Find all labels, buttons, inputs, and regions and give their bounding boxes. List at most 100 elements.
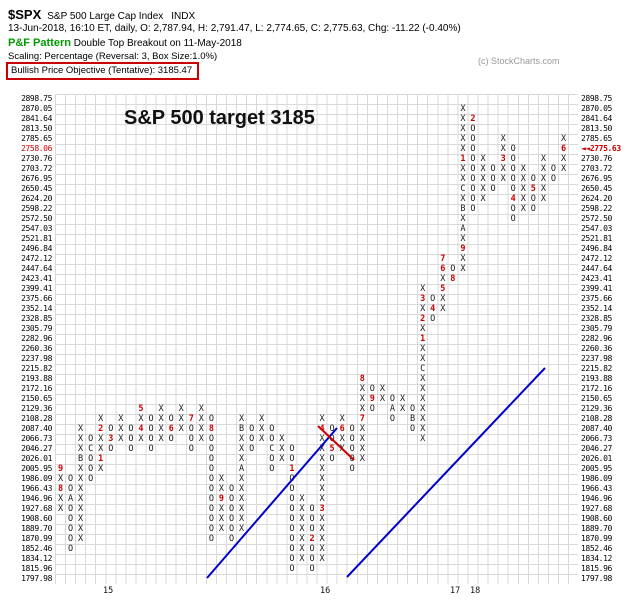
price-label: 2650.45 <box>21 184 52 193</box>
pnf-mark: O <box>470 124 476 134</box>
pnf-mark: O <box>470 194 476 204</box>
pnf-mark: X <box>57 474 64 484</box>
price-label: 2352.14 <box>21 304 52 313</box>
month-marker: 3 <box>500 154 506 164</box>
pnf-mark: X <box>57 494 64 504</box>
price-label: 1870.99 <box>21 534 52 543</box>
pnf-mark: X <box>78 444 84 454</box>
pnf-mark: O <box>148 424 154 434</box>
month-marker: 9 <box>57 464 64 474</box>
pnf-mark: O <box>510 164 516 174</box>
pnf-mark: O <box>470 174 476 184</box>
pnf-mark: X <box>460 104 466 114</box>
pnf-mark: O <box>88 454 94 464</box>
price-label: 2598.22 <box>581 204 612 213</box>
pnf-mark: O <box>470 134 476 144</box>
price-label: 2399.41 <box>21 284 52 293</box>
price-label: 2352.14 <box>581 304 612 313</box>
month-marker: 3 <box>420 294 426 304</box>
pnf-mark: X <box>560 134 567 144</box>
pnf-mark: X <box>198 424 204 434</box>
pnf-mark: A <box>460 224 466 234</box>
pnf-mark: X <box>520 164 526 174</box>
pnf-mark: O <box>108 424 114 434</box>
pnf-mark: X <box>460 194 466 204</box>
pnf-mark: X <box>158 414 164 424</box>
pnf-mark: O <box>510 184 516 194</box>
price-axis-right: 2898.75 2870.05 2841.64 2813.50 2785.65 ◄◄277… <box>581 94 639 584</box>
pnf-mark: X <box>520 194 526 204</box>
pnf-mark: X <box>520 204 526 214</box>
price-axis-left: 2898.75 2870.05 2841.64 2813.50 2785.65 2758.… <box>2 94 52 584</box>
pnf-mark: O <box>510 154 516 164</box>
pnf-mark: O <box>510 174 516 184</box>
price-label: 2703.72 <box>581 164 612 173</box>
pnf-mark: X <box>560 154 567 164</box>
pnf-mark: X <box>78 464 84 474</box>
pnf-mark: X <box>500 134 506 144</box>
pnf-mark: O <box>148 444 154 454</box>
pnf-mark: O <box>188 424 194 434</box>
price-label: 2624.20 <box>581 194 612 203</box>
pnf-mark: X <box>78 484 84 494</box>
price-label: 2237.98 <box>581 354 612 363</box>
price-label: 2423.41 <box>581 274 612 283</box>
pnf-mark: X <box>460 124 466 134</box>
price-label: 2026.01 <box>581 454 612 463</box>
pnf-mark: X <box>118 434 124 444</box>
chart-header-line: $SPX S&P 500 Large Cap Index INDX <box>8 7 195 22</box>
pnf-mark: O <box>470 164 476 174</box>
price-label: 2572.50 <box>581 214 612 223</box>
pnf-mark: X <box>480 184 486 194</box>
symbol: $SPX <box>8 7 42 22</box>
price-label: 2730.76 <box>21 154 52 163</box>
pnf-mark: X <box>198 414 204 424</box>
price-label: 1834.12 <box>21 554 52 563</box>
pnf-mark: X <box>158 424 164 434</box>
price-label: 2447.64 <box>581 264 612 273</box>
price-label: 2129.36 <box>21 404 52 413</box>
price-label: 2046.27 <box>581 444 612 453</box>
price-label: 2785.65 <box>21 134 52 143</box>
pnf-mark: X <box>560 164 567 174</box>
price-label: 2260.36 <box>581 344 612 353</box>
pnf-mark: X <box>178 404 184 414</box>
pnf-mark: X <box>540 154 546 164</box>
pnf-mark: O <box>67 474 74 484</box>
price-label: 2129.36 <box>581 404 612 413</box>
pnf-mark: O <box>88 434 94 444</box>
pnf-mark: A <box>67 494 74 504</box>
pnf-mark: X <box>259 414 265 424</box>
price-label: 2423.41 <box>21 274 52 283</box>
pnf-mark: C <box>460 184 466 194</box>
price-label: 1797.98 <box>581 574 612 583</box>
price-label: 1966.43 <box>581 484 612 493</box>
pnf-mark: X <box>460 234 466 244</box>
pattern-label: P&F Pattern <box>8 37 71 49</box>
pnf-mark: X <box>57 504 64 514</box>
pnf-mark: X <box>480 194 486 204</box>
pnf-mark: X <box>178 424 184 434</box>
pnf-mark: O <box>530 174 536 184</box>
price-label: 1908.60 <box>21 514 52 523</box>
pnf-mark: X <box>78 474 84 484</box>
pnf-mark: X <box>118 414 124 424</box>
price-label: 2193.88 <box>21 374 52 383</box>
objective-callout-box: Bullish Price Objective (Tentative): 318… <box>6 62 200 80</box>
pnf-mark: X <box>78 524 84 534</box>
pnf-mark: O <box>168 434 174 444</box>
price-label: 2676.95 <box>581 174 612 183</box>
pnf-mark: X <box>480 174 486 184</box>
pnf-mark: O <box>108 444 114 454</box>
year-label: 15 <box>103 586 114 596</box>
pnf-mark: O <box>550 174 556 184</box>
pnf-mark: O <box>430 294 436 304</box>
price-label: 1852.46 <box>21 544 52 553</box>
bullish-price-objective: Bullish Price Objective (Tentative): 318… <box>11 65 193 76</box>
pnf-mark: X <box>78 534 84 544</box>
pnf-mark: X <box>540 164 546 174</box>
price-label: 2375.66 <box>581 294 612 303</box>
price-label: 1852.46 <box>581 544 612 553</box>
price-label: 2572.50 <box>21 214 52 223</box>
pnf-mark: X <box>500 144 506 154</box>
